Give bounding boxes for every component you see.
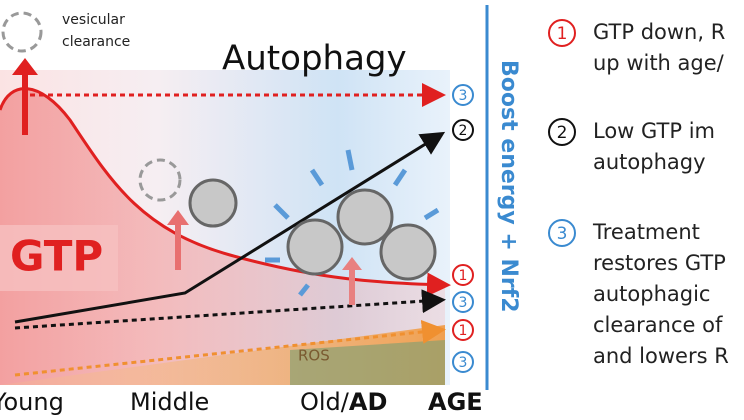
x-label: Young [0,388,64,416]
treatment-label: Boost energy + Nrf2 [496,60,521,313]
pressure-arrows [265,149,440,297]
legend: 1 GTP down, R up with age/2 Low GTP im autop… [548,19,729,368]
legend-number: 3 [557,224,568,244]
gtp-label: GTP [10,232,103,281]
autophagy-line [14,131,446,324]
empty-vesicle [1,11,43,53]
gtp-curve [0,87,451,297]
legend-text: GTP down, R [593,20,725,44]
gtp-box [0,225,118,291]
x-label: Old/AD [300,388,387,416]
empty-vesicle [138,158,182,202]
ros-label: ROS [298,347,330,365]
marker: 3 [459,88,468,104]
legend-number: 2 [557,123,568,143]
diagram-panel: vesicular clearance Autophagy GTP ROS 3 2… [0,11,483,416]
x-label: Middle [130,388,209,416]
marker: 1 [459,268,468,284]
legend-number: 1 [557,24,568,44]
legend-text: autophagy [593,150,706,174]
legend-text: Treatment [592,220,700,244]
autophagy-treated [14,289,446,330]
legend-text: up with age/ [593,51,725,75]
process-title: Autophagy [222,39,407,79]
legend-text: and lowers R [593,344,729,368]
treated-area [290,340,445,385]
vesicle-label: vesicular clearance [62,12,130,50]
marker: 2 [459,123,468,139]
markers: 3 2 1 3 1 3 [452,84,474,373]
up-arrow [12,58,38,135]
marker: 3 [459,295,468,311]
legend-text: autophagic [593,282,710,306]
axis-label: AGE [428,388,483,416]
up-arrow [342,257,362,305]
gtp-area [0,88,445,386]
legend-badge [548,219,576,247]
marker: 3 [459,355,468,371]
legend-text: restores GTP [593,251,726,275]
up-arrow [167,210,189,270]
legend-text: clearance of [593,313,723,337]
legend-text: Low GTP im [593,119,715,143]
legend-badge [548,118,576,146]
legend-badge [548,19,576,47]
marker: 1 [459,323,468,339]
vesicles [188,178,437,281]
